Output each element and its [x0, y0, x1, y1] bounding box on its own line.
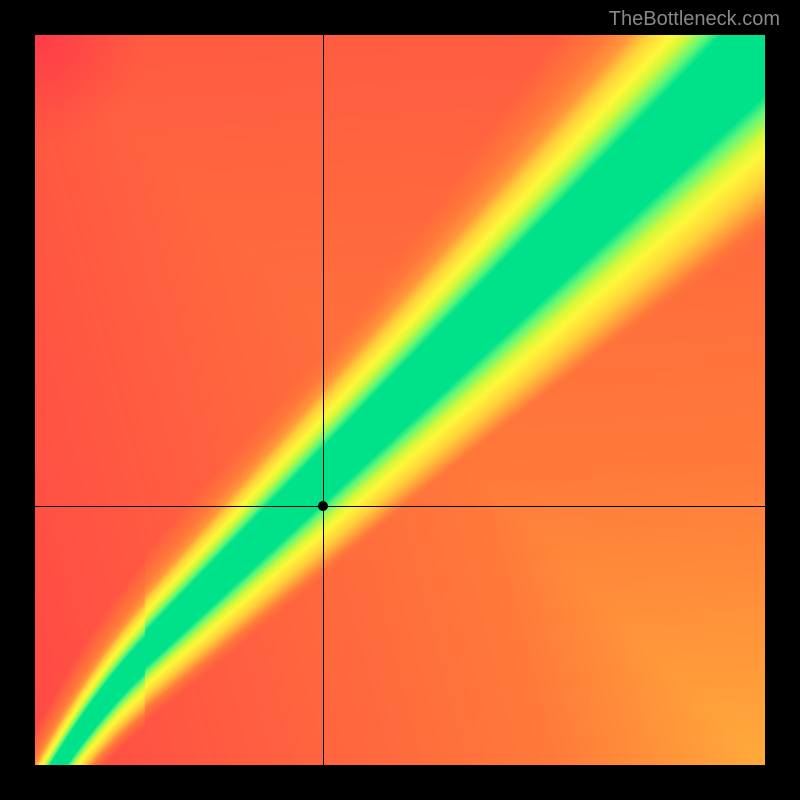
crosshair-horizontal — [35, 506, 765, 507]
marker-dot — [318, 501, 328, 511]
crosshair-vertical — [323, 35, 324, 765]
heatmap-canvas — [35, 35, 765, 765]
heatmap-chart — [35, 35, 765, 765]
watermark-text: TheBottleneck.com — [609, 8, 780, 31]
